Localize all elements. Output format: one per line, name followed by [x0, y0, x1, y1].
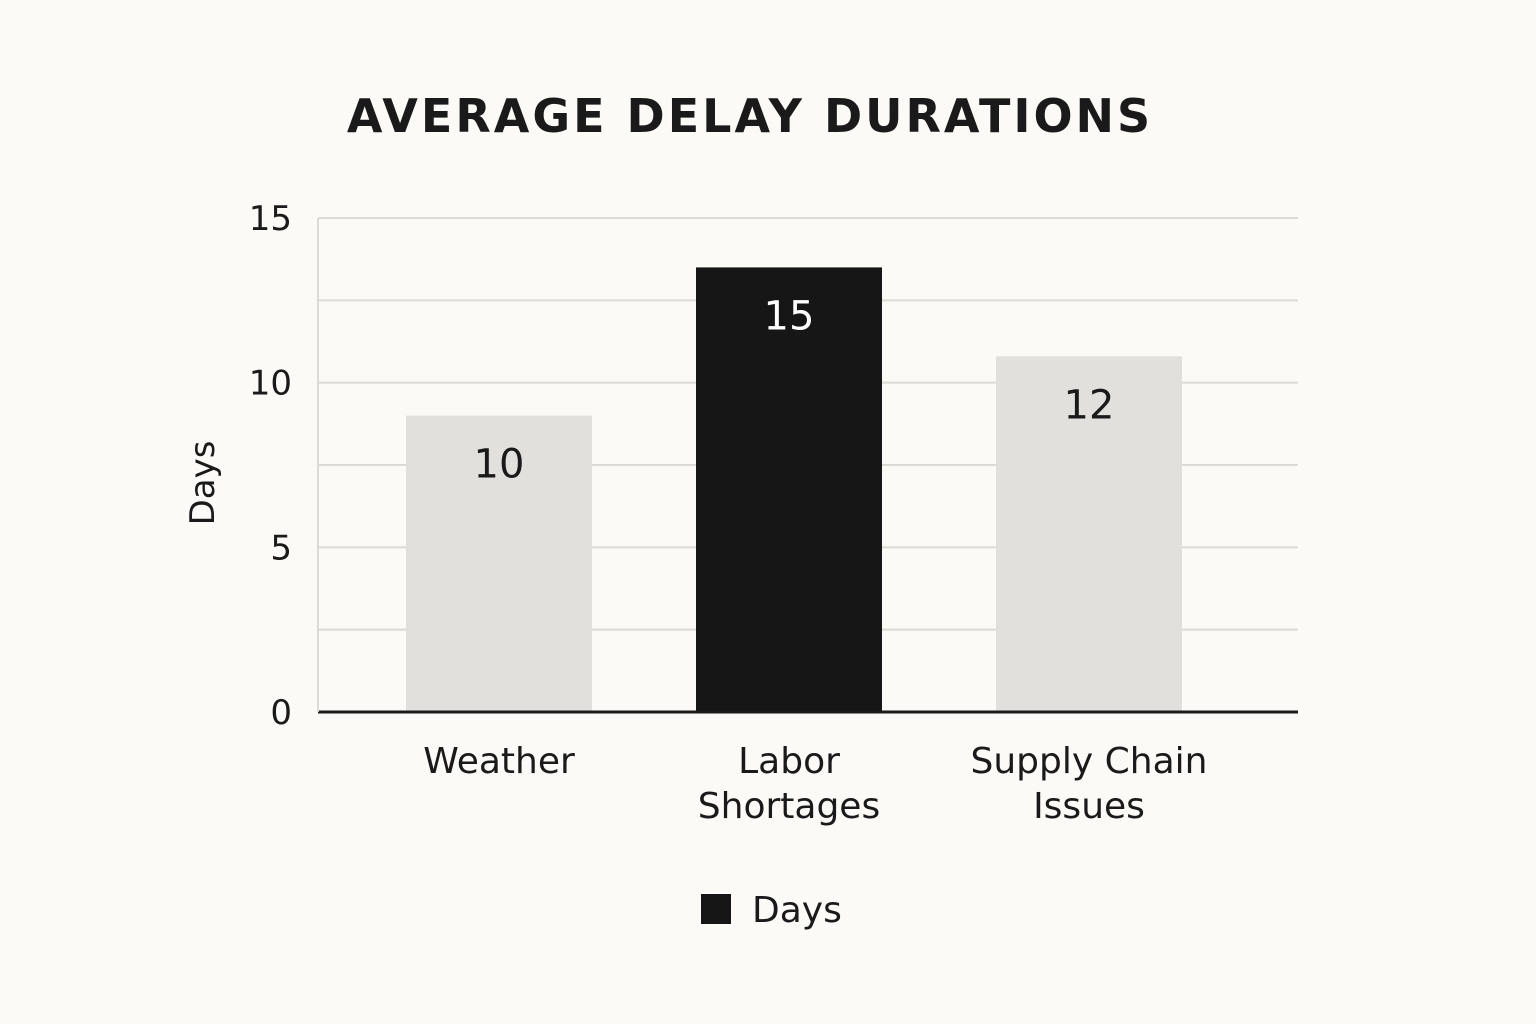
y-tick-label: 15 — [249, 199, 292, 239]
bar-value-label: 10 — [474, 442, 525, 488]
legend-label: Days — [752, 890, 842, 931]
x-category-label: Issues — [1033, 786, 1145, 827]
bar-value-label: 12 — [1064, 382, 1115, 428]
legend-swatch — [701, 894, 731, 924]
bar — [406, 415, 592, 712]
y-axis-ticks: 0 5 10 15 — [249, 199, 292, 733]
y-tick-label: 10 — [249, 364, 292, 404]
x-category-label: Weather — [423, 741, 575, 782]
x-category-label: Shortages — [698, 786, 880, 827]
bar-value-label: 15 — [764, 293, 815, 339]
x-category-label: Labor — [738, 741, 840, 782]
bar — [696, 267, 882, 712]
bar — [996, 356, 1182, 712]
legend: Days — [701, 890, 842, 931]
y-tick-label: 0 — [270, 693, 292, 733]
x-category-label: Supply Chain — [971, 741, 1208, 782]
bars: 10 15 12 — [406, 267, 1182, 712]
y-tick-label: 5 — [270, 528, 292, 568]
chart-title: AVERAGE DELAY DURATIONS — [347, 89, 1153, 143]
y-axis-label: Days — [183, 441, 223, 526]
